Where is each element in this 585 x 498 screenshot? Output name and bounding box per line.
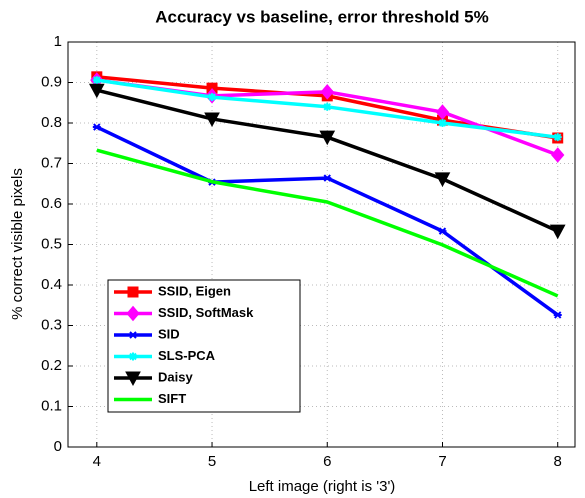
series-line bbox=[96, 148, 559, 298]
legend-label: SLS-PCA bbox=[158, 348, 216, 363]
x-tick-label: 7 bbox=[438, 453, 446, 470]
plot-frame bbox=[67, 41, 576, 448]
y-tick-label: 0.2 bbox=[41, 357, 62, 374]
y-tick-label: 0.9 bbox=[41, 73, 62, 90]
marker bbox=[204, 112, 220, 128]
x-tick-label: 5 bbox=[208, 453, 216, 470]
legend: SSID, Eigen SSID, SoftMask SID SLS-PCA Daisy… bbox=[107, 279, 301, 413]
y-tick-label: 0.8 bbox=[41, 114, 62, 131]
marker bbox=[208, 93, 217, 102]
y-tick-label: 0.6 bbox=[41, 195, 62, 212]
legend-label: SIFT bbox=[158, 391, 186, 406]
marker bbox=[129, 331, 137, 339]
y-axis-label: % correct visible pixels bbox=[9, 168, 26, 320]
marker bbox=[434, 172, 451, 187]
marker bbox=[88, 83, 105, 99]
y-tick-label: 0.4 bbox=[41, 276, 62, 293]
y-tick-label: 0.3 bbox=[41, 316, 62, 333]
marker bbox=[92, 123, 101, 131]
y-tick-label: 0.1 bbox=[41, 397, 62, 414]
legend-label: SSID, Eigen bbox=[158, 283, 231, 298]
marker bbox=[323, 102, 332, 111]
y-tick-label: 0.7 bbox=[41, 154, 62, 171]
y-tick-label: 1 bbox=[54, 33, 62, 50]
marker bbox=[319, 130, 336, 146]
marker bbox=[553, 311, 562, 319]
chart-title: Accuracy vs baseline, error threshold 5% bbox=[155, 7, 489, 26]
marker bbox=[549, 224, 566, 240]
marker bbox=[438, 119, 447, 127]
marker bbox=[551, 147, 565, 163]
marker bbox=[129, 352, 137, 361]
x-tick-label: 4 bbox=[93, 453, 101, 470]
legend-label: SID bbox=[158, 326, 180, 341]
x-axis-label: Left image (right is '3') bbox=[249, 478, 396, 495]
legend-label: Daisy bbox=[158, 369, 193, 384]
marker bbox=[553, 133, 562, 142]
marker bbox=[127, 286, 139, 298]
marker bbox=[92, 76, 101, 85]
x-tick-label: 6 bbox=[323, 453, 331, 470]
legend-box bbox=[107, 279, 301, 413]
marker bbox=[125, 371, 141, 387]
marker bbox=[320, 84, 334, 100]
marker bbox=[438, 227, 447, 235]
y-tick-label: 0 bbox=[54, 438, 62, 455]
marker bbox=[126, 305, 140, 322]
marker bbox=[323, 174, 332, 182]
legend-label: SSID, SoftMask bbox=[158, 305, 254, 320]
y-tick-label: 0.5 bbox=[41, 235, 62, 252]
x-tick-label: 8 bbox=[554, 453, 562, 470]
